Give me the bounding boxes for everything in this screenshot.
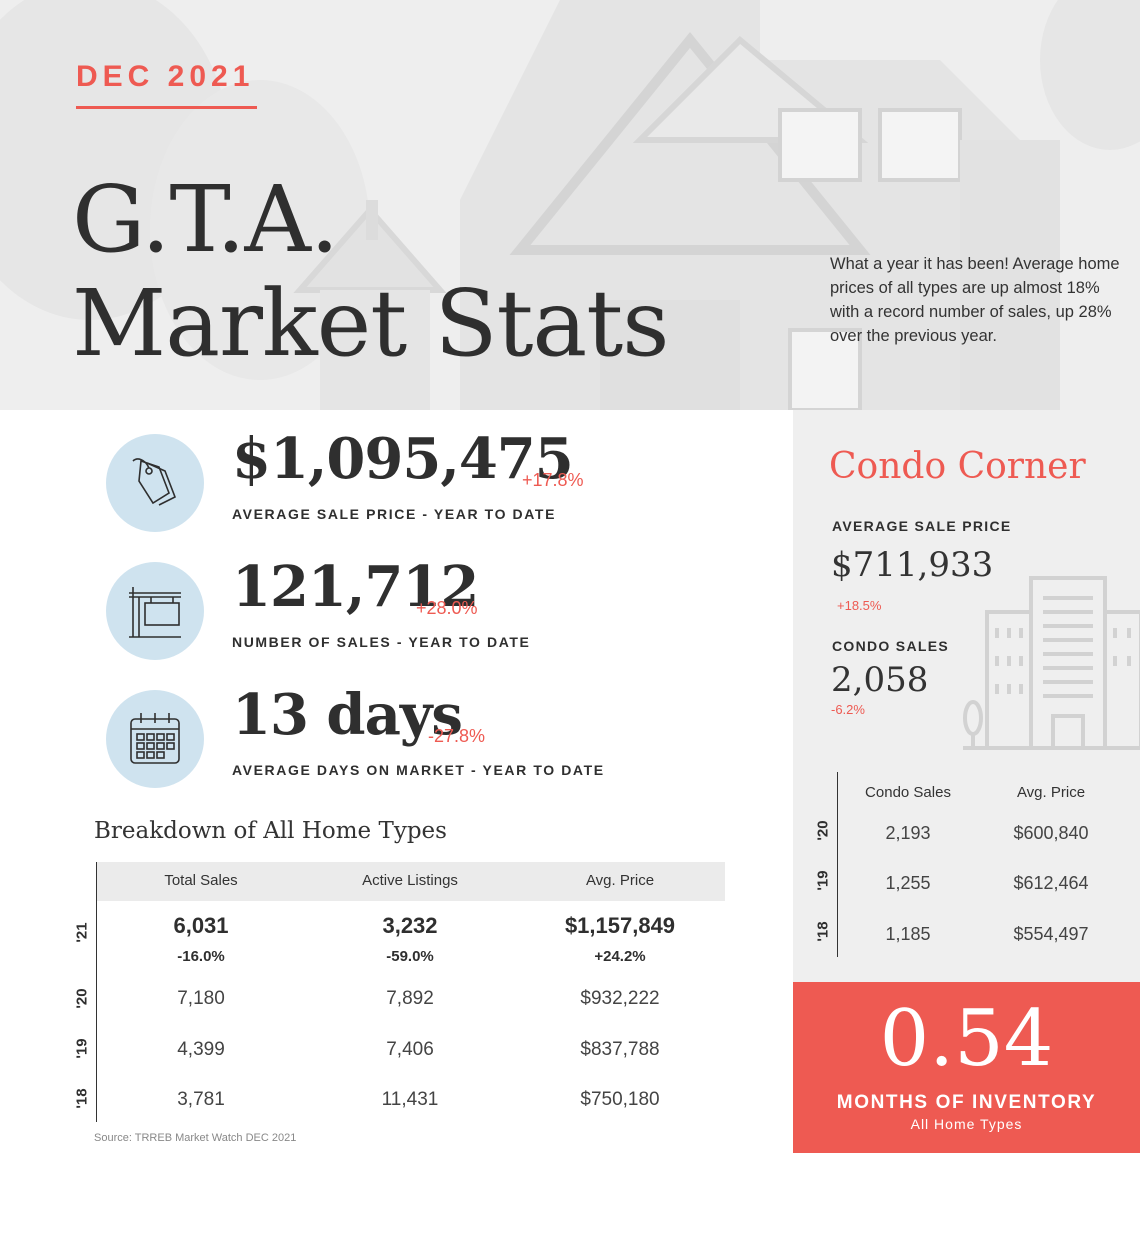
table-cell: $600,840 <box>1013 823 1089 843</box>
kpi-value: 121,712 <box>232 554 479 620</box>
table-cell: 1,185 <box>885 924 931 944</box>
condo-sales-value: 2,058 <box>831 660 929 700</box>
table-cell: $750,180 <box>580 1089 660 1110</box>
inventory-sublabel: All Home Types <box>910 1116 1023 1132</box>
kpi-number-of-sales: 121,712 +28.0% NUMBER OF SALES - YEAR TO… <box>106 554 706 662</box>
column-header-condo-sales: Condo Sales <box>865 784 951 801</box>
for-sale-sign-icon <box>129 587 181 638</box>
table-cell: 7,892 <box>386 988 434 1009</box>
inventory-value: 0.54 <box>879 994 1054 1084</box>
inventory-label: MONTHS OF INVENTORY <box>836 1092 1097 1113</box>
kpi-icon-circle <box>106 690 204 788</box>
condo-building-icon <box>963 576 1140 750</box>
kpi-change: +28.0% <box>416 598 478 618</box>
kpi-value: $1,095,475 <box>232 426 574 492</box>
table-cell: 1,255 <box>885 873 931 893</box>
row-year-label: '20 <box>73 988 91 1009</box>
table-cell: $554,497 <box>1013 924 1089 944</box>
breakdown-title: Breakdown of All Home Types <box>94 818 447 844</box>
table-cell: 2,193 <box>885 823 931 843</box>
table-cell: 3,232 <box>382 913 438 938</box>
table-cell: $1,157,849 <box>564 913 676 938</box>
report-date: DEC 2021 <box>76 60 255 93</box>
condo-table-axis-line <box>837 772 838 957</box>
house-background-image <box>0 0 1140 410</box>
row-year-label: '21 <box>73 922 91 943</box>
condo-corner-panel: Condo Corner AVERAGE SALE PRICE $711,933… <box>793 410 1140 982</box>
kpi-change: +17.8% <box>522 470 584 490</box>
kpi-label: NUMBER OF SALES - YEAR TO DATE <box>232 634 531 650</box>
table-cell: 11,431 <box>381 1089 439 1110</box>
column-header-total-sales: Total Sales <box>164 872 238 889</box>
kpi-label: AVERAGE SALE PRICE - YEAR TO DATE <box>232 506 557 522</box>
kpi-days-on-market: 13 days -27.8% AVERAGE DAYS ON MARKET - … <box>106 682 706 790</box>
kpi-change: -27.8% <box>428 726 486 746</box>
row-year-label: '20 <box>814 820 832 841</box>
table-cell-change: +24.2% <box>594 948 646 965</box>
calendar-icon <box>130 713 180 764</box>
table-cell: $932,222 <box>580 988 660 1009</box>
source-note: Source: TRREB Market Watch DEC 2021 <box>94 1132 297 1144</box>
table-cell: 6,031 <box>173 913 229 938</box>
column-header-avg-price: Avg. Price <box>585 872 655 889</box>
kpi-value: 13 days <box>232 682 463 748</box>
condo-corner-title: Condo Corner <box>829 446 1086 487</box>
row-year-label: '18 <box>73 1088 91 1109</box>
title-line-1: G.T.A. <box>72 166 339 273</box>
table-cell: $612,464 <box>1013 873 1089 893</box>
hero-banner: DEC 2021 G.T.A. Market Stats What a year… <box>0 0 1140 410</box>
breakdown-header-row: Total Sales Active Listings Avg. Price <box>97 862 725 901</box>
kpi-icon-circle <box>106 434 204 532</box>
condo-sales-change: -6.2% <box>831 702 865 717</box>
column-header-condo-avg-price: Avg. Price <box>1016 784 1086 801</box>
months-of-inventory-box: 0.54 MONTHS OF INVENTORY All Home Types <box>793 982 1140 1153</box>
condo-avg-price-change: +18.5% <box>837 598 882 613</box>
table-cell: 7,406 <box>386 1039 434 1060</box>
row-year-label: '19 <box>73 1038 91 1059</box>
condo-avg-price-label: AVERAGE SALE PRICE <box>832 518 1012 534</box>
intro-text: What a year it has been! Average home pr… <box>830 255 1120 345</box>
condo-sales-label: CONDO SALES <box>832 638 949 654</box>
page-title: G.T.A. Market Stats <box>72 166 669 377</box>
row-year-label: '19 <box>814 870 832 891</box>
title-line-2: Market Stats <box>72 270 669 377</box>
column-header-active-listings: Active Listings <box>362 872 458 889</box>
condo-avg-price-value: $711,933 <box>831 545 994 585</box>
table-cell: 4,399 <box>177 1039 225 1060</box>
table-cell: 7,180 <box>177 988 225 1009</box>
price-tag-icon <box>132 458 177 506</box>
date-underline <box>76 106 257 109</box>
kpi-average-sale-price: $1,095,475 +17.8% AVERAGE SALE PRICE - Y… <box>106 426 706 534</box>
kpi-icon-circle <box>106 562 204 660</box>
table-cell: 3,781 <box>177 1089 225 1110</box>
table-cell-change: -59.0% <box>386 948 434 965</box>
table-cell: $837,788 <box>580 1039 660 1060</box>
table-cell-change: -16.0% <box>177 948 225 965</box>
breakdown-axis-line <box>96 862 97 1122</box>
row-year-label: '18 <box>814 921 832 942</box>
kpi-label: AVERAGE DAYS ON MARKET - YEAR TO DATE <box>232 762 605 778</box>
